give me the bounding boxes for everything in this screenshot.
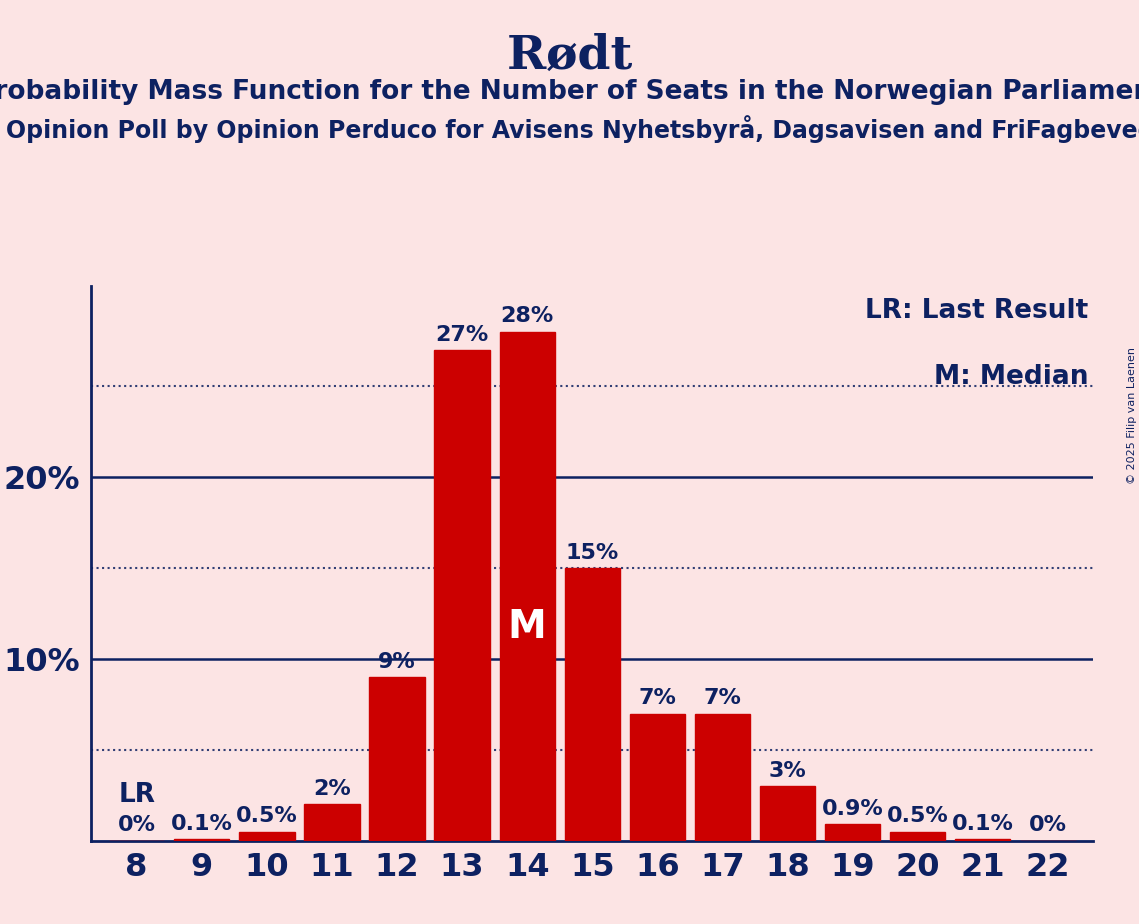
Text: 0%: 0% xyxy=(117,815,156,835)
Text: 3%: 3% xyxy=(769,760,806,781)
Bar xyxy=(630,713,685,841)
Text: LR: Last Result: LR: Last Result xyxy=(866,298,1089,323)
Bar xyxy=(825,824,880,841)
Bar xyxy=(695,713,751,841)
Text: LR: LR xyxy=(118,782,155,808)
Bar xyxy=(304,805,360,841)
Bar xyxy=(956,839,1010,841)
Text: Rødt: Rødt xyxy=(507,32,632,79)
Text: M: M xyxy=(508,608,547,646)
Text: © 2025 Filip van Laenen: © 2025 Filip van Laenen xyxy=(1126,347,1137,484)
Bar xyxy=(565,568,620,841)
Bar xyxy=(369,677,425,841)
Bar xyxy=(890,832,945,841)
Bar xyxy=(434,350,490,841)
Text: 15%: 15% xyxy=(566,542,618,563)
Text: 0.5%: 0.5% xyxy=(887,807,949,826)
Text: Opinion Poll by Opinion Perduco for Avisens Nyhetsbyrå, Dagsavisen and FriFagbev: Opinion Poll by Opinion Perduco for Avis… xyxy=(6,116,1139,143)
Text: 2%: 2% xyxy=(313,779,351,799)
Text: 0%: 0% xyxy=(1029,815,1067,835)
Bar xyxy=(174,839,229,841)
Text: 9%: 9% xyxy=(378,651,416,672)
Text: 28%: 28% xyxy=(500,307,554,326)
Text: M: Median: M: Median xyxy=(934,364,1089,390)
Bar xyxy=(500,332,555,841)
Text: 0.5%: 0.5% xyxy=(236,807,297,826)
Bar xyxy=(760,786,816,841)
Bar xyxy=(239,832,295,841)
Text: Probability Mass Function for the Number of Seats in the Norwegian Parliament: Probability Mass Function for the Number… xyxy=(0,79,1139,104)
Text: 0.1%: 0.1% xyxy=(171,813,232,833)
Text: 27%: 27% xyxy=(435,324,489,345)
Text: 0.1%: 0.1% xyxy=(952,813,1014,833)
Text: 7%: 7% xyxy=(704,688,741,708)
Text: 0.9%: 0.9% xyxy=(821,799,884,819)
Text: 7%: 7% xyxy=(639,688,677,708)
